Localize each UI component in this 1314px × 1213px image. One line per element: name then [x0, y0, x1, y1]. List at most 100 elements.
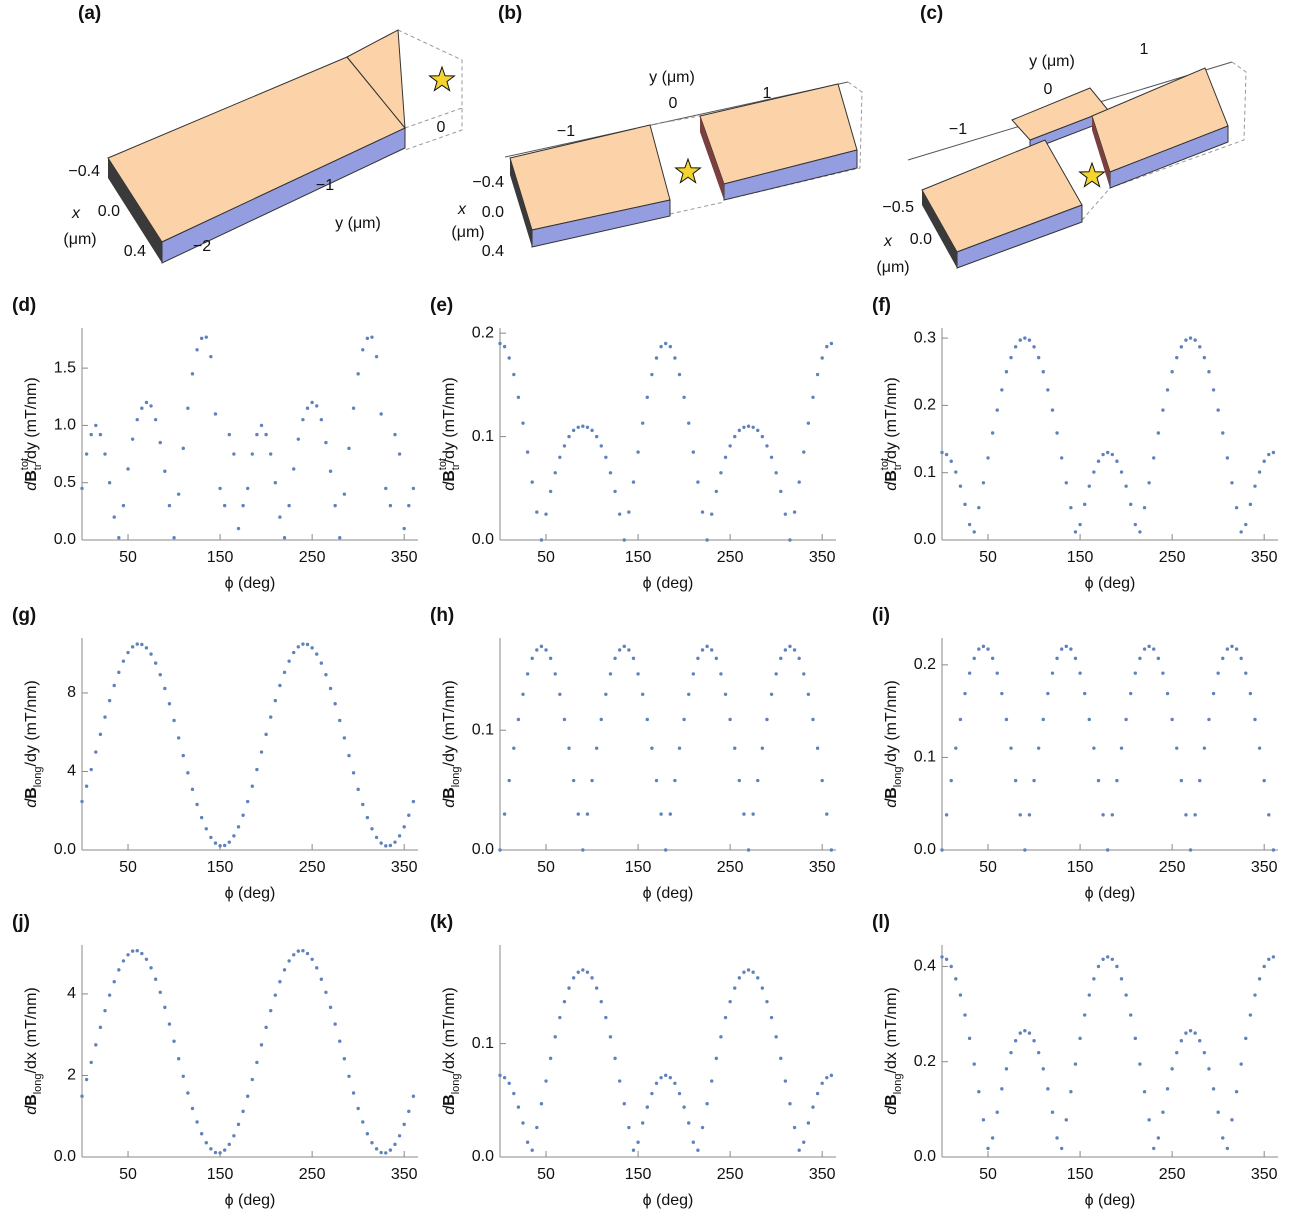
data-point — [310, 401, 313, 404]
data-point — [1203, 1051, 1206, 1054]
axis-unit: (μm) — [451, 224, 484, 241]
data-point — [126, 467, 129, 470]
x-tick-label: 150 — [1067, 1166, 1094, 1183]
data-point — [1272, 955, 1275, 958]
data-point — [1051, 671, 1054, 674]
chart-panel: (l)0.00.20.450150250350ϕ (deg)dBlong/dx … — [872, 912, 1278, 1209]
data-point — [623, 645, 626, 648]
data-point — [246, 800, 249, 803]
y-axis-label: dBtottr/dy (mT/nm) — [19, 377, 44, 490]
data-point — [1060, 647, 1063, 650]
data-point — [1106, 451, 1109, 454]
data-point — [301, 642, 304, 645]
axis-tick-label: −1 — [316, 177, 334, 194]
data-point — [384, 1151, 387, 1154]
data-point — [940, 848, 943, 851]
data-point — [278, 515, 281, 518]
data-point — [751, 971, 754, 974]
data-point — [1161, 1111, 1164, 1114]
data-point — [609, 1035, 612, 1038]
data-point — [324, 991, 327, 994]
data-point — [1157, 1136, 1160, 1139]
data-point — [1170, 370, 1173, 373]
x-tick-label: 350 — [1251, 1166, 1278, 1183]
data-point — [1005, 1067, 1008, 1070]
axis-unit: (μm) — [876, 259, 909, 276]
data-point — [384, 487, 387, 490]
data-point — [669, 1076, 672, 1079]
data-point — [80, 800, 83, 803]
y-tick-label: 0.2 — [914, 1053, 936, 1070]
star-marker — [1080, 163, 1105, 187]
data-point — [356, 372, 359, 375]
axis-label: y (μm) — [649, 69, 695, 86]
data-point — [214, 1151, 217, 1154]
x-axis-label: ϕ (deg) — [643, 1192, 694, 1209]
y-tick-label: 0.0 — [914, 531, 936, 548]
data-point — [1014, 345, 1017, 348]
data-point — [182, 754, 185, 757]
data-point — [632, 657, 635, 660]
data-point — [977, 506, 980, 509]
data-point — [761, 435, 764, 438]
data-point — [131, 437, 134, 440]
data-point — [379, 1151, 382, 1154]
data-point — [742, 426, 745, 429]
data-point — [237, 1123, 240, 1126]
data-point — [338, 536, 341, 539]
data-point — [1023, 848, 1026, 851]
data-point — [329, 687, 332, 690]
data-point — [260, 424, 263, 427]
data-point — [600, 444, 603, 447]
data-point — [145, 958, 148, 961]
y-axis-label: dBlong/dy (mT/nm) — [441, 680, 462, 807]
data-point — [1138, 657, 1141, 660]
data-point — [1207, 718, 1210, 721]
star-marker — [430, 67, 455, 91]
data-point — [1161, 408, 1164, 411]
x-tick-label: 150 — [207, 549, 234, 566]
data-point — [692, 672, 695, 675]
data-point — [715, 1057, 718, 1060]
data-point — [1124, 484, 1127, 487]
data-point — [1000, 388, 1003, 391]
data-point — [816, 373, 819, 376]
data-point — [600, 718, 603, 721]
data-point — [650, 1092, 653, 1095]
data-point — [310, 646, 313, 649]
data-point — [673, 356, 676, 359]
data-point — [618, 512, 621, 515]
data-point — [1074, 530, 1077, 533]
data-point — [1262, 965, 1265, 968]
data-point — [728, 718, 731, 721]
data-point — [168, 1022, 171, 1025]
data-point — [950, 779, 953, 782]
y-tick-label: 4 — [67, 985, 76, 1002]
axis-label: x — [883, 233, 893, 250]
data-point — [950, 965, 953, 968]
y-tick-label: 0.4 — [914, 958, 936, 975]
data-point — [338, 1040, 341, 1043]
data-point — [641, 421, 644, 424]
panel-label: (i) — [872, 605, 890, 626]
data-point — [1037, 356, 1040, 359]
y-label-sub: long — [32, 1073, 44, 1094]
data-point — [113, 515, 116, 518]
y-tick-label: 0.5 — [54, 474, 76, 491]
gap-outline — [650, 116, 700, 125]
data-point — [269, 1009, 272, 1012]
data-point — [1180, 345, 1183, 348]
data-point — [650, 746, 653, 749]
data-point — [402, 825, 405, 828]
data-point — [825, 1076, 828, 1079]
data-point — [1092, 470, 1095, 473]
data-point — [287, 504, 290, 507]
data-point — [590, 429, 593, 432]
data-point — [696, 480, 699, 483]
data-point — [228, 840, 231, 843]
data-point — [586, 426, 589, 429]
data-point — [540, 1102, 543, 1105]
data-point — [1129, 692, 1132, 695]
data-point — [765, 718, 768, 721]
data-point — [1193, 1031, 1196, 1034]
